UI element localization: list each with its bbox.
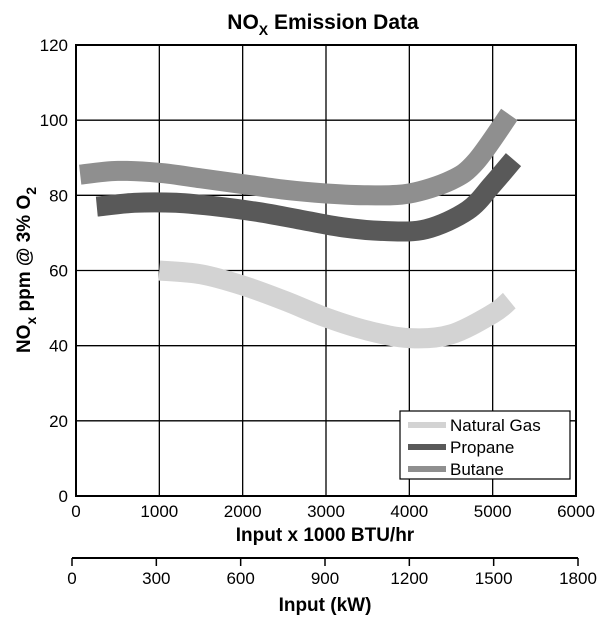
secondary-x-tick-label: 1200 [390,569,428,588]
series-natural-gas-line [158,260,516,349]
y-tick-label: 40 [49,337,68,356]
secondary-x-tick-label: 0 [67,569,76,588]
x-tick-label: 6000 [557,502,595,521]
y-axis: 0 20 40 60 80 100 120 [40,36,68,506]
x-axis-label: Input x 1000 BTU/hr [236,525,415,546]
y-tick-label: 0 [59,487,68,506]
x-tick-label: 4000 [390,502,428,521]
secondary-x-tick-label: 1500 [475,569,513,588]
secondary-x-axis: 0 300 600 900 1200 1500 1800 [67,557,597,588]
series-layer [78,108,522,349]
series-propane-line [95,153,522,242]
secondary-x-axis-label: Input (kW) [279,595,372,616]
legend-label-natural-gas: Natural Gas [450,416,541,435]
y-tick-label: 120 [40,36,68,55]
x-tick-label: 3000 [307,502,345,521]
chart-title: NOX Emission Data [227,11,419,38]
x-tick-label: 1000 [140,502,178,521]
series-butane-line [78,108,518,206]
x-tick-label: 5000 [474,502,512,521]
y-tick-label: 60 [49,262,68,281]
secondary-x-tick-label: 300 [142,569,170,588]
secondary-x-tick-label: 1800 [559,569,597,588]
y-tick-label: 80 [49,186,68,205]
y-tick-label: 20 [49,412,68,431]
x-axis: 0 1000 2000 3000 4000 5000 6000 [71,502,595,521]
y-tick-label: 100 [40,111,68,130]
legend: Natural Gas Propane Butane [399,410,571,480]
x-tick-label: 0 [71,502,80,521]
legend-label-propane: Propane [450,438,514,457]
y-axis-label: NOx ppm @ 3% O2 [14,187,39,353]
secondary-x-tick-label: 900 [311,569,339,588]
legend-label-butane: Butane [450,460,504,479]
plot-frame [75,44,577,497]
x-tick-label: 2000 [224,502,262,521]
secondary-x-tick-label: 600 [226,569,254,588]
